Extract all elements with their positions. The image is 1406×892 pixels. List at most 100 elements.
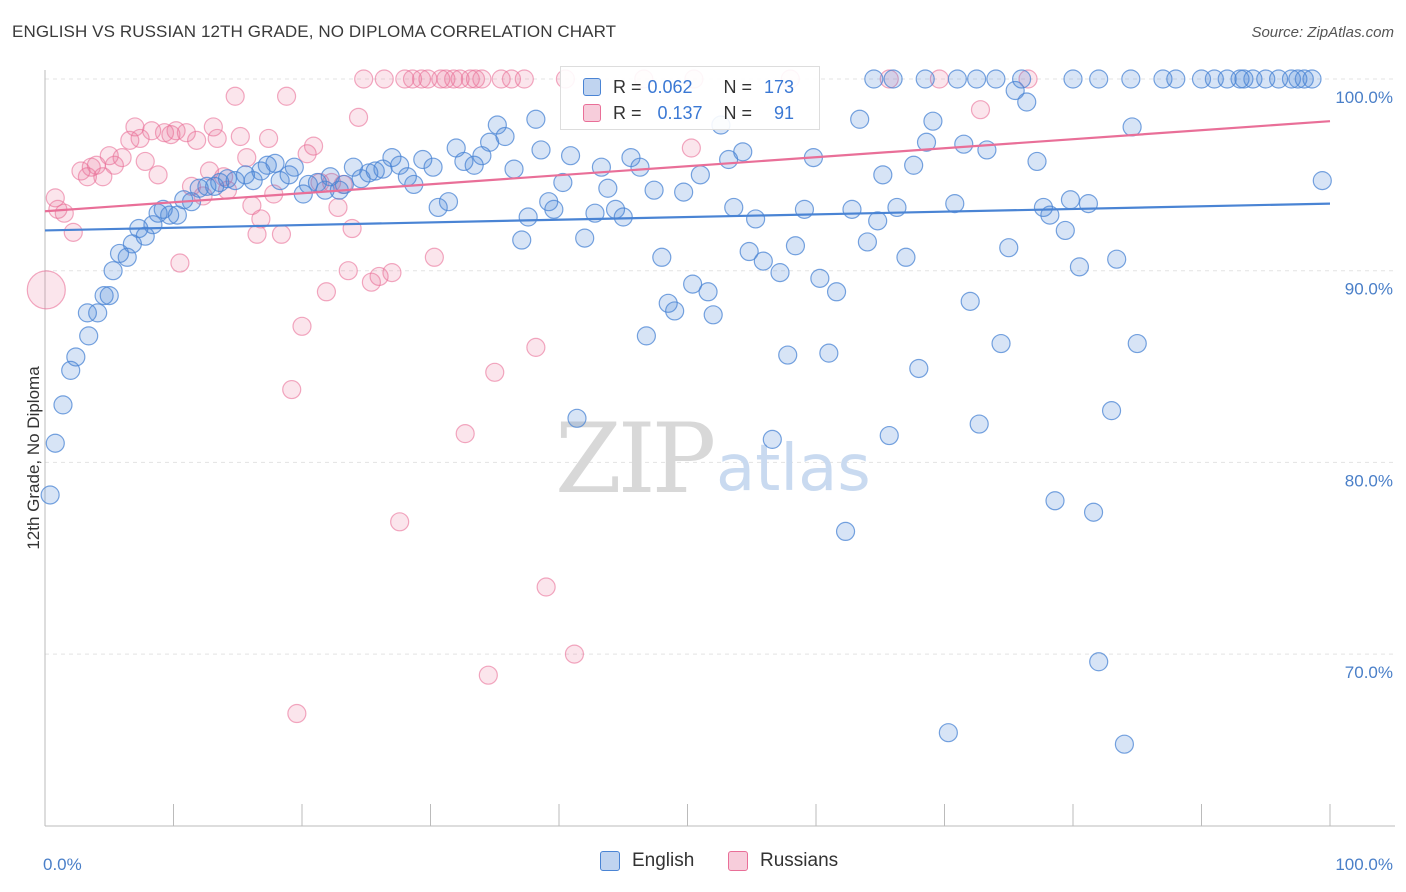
english-point	[390, 155, 410, 175]
legend-english[interactable]: English	[600, 850, 694, 872]
english-point	[850, 109, 870, 129]
english-point	[257, 155, 277, 175]
watermark-atlas: atlas	[716, 432, 871, 506]
russians-point	[271, 224, 292, 244]
english-point	[40, 485, 60, 505]
english-point	[1089, 652, 1109, 672]
english-point	[88, 303, 108, 323]
russians-point	[112, 147, 132, 168]
english-point	[413, 149, 433, 170]
english-swatch	[583, 78, 601, 96]
russians-point	[374, 69, 394, 89]
russians-trend-line	[44, 120, 1331, 213]
n-value: 91	[774, 102, 795, 123]
russians-point	[170, 253, 190, 273]
english-point	[189, 178, 209, 198]
n-value: 173	[764, 76, 795, 97]
russians-point	[1018, 69, 1038, 89]
english-trend-line	[44, 202, 1331, 232]
english-point	[174, 190, 194, 210]
russians-point	[970, 100, 991, 120]
english-point	[1107, 249, 1127, 269]
russians-point	[258, 128, 279, 149]
english-point	[504, 159, 524, 179]
russians-point	[148, 165, 168, 185]
russians-swatch	[728, 851, 748, 871]
r-label: R =	[613, 76, 642, 97]
r-value: 0.137	[657, 102, 703, 123]
english-point	[665, 301, 685, 321]
y-tick-label: 90.0%	[1345, 280, 1393, 299]
russians-point	[536, 577, 556, 597]
english-point	[365, 161, 385, 181]
russians-point	[395, 69, 415, 89]
english-point	[560, 146, 581, 166]
english-point	[879, 425, 899, 446]
english-point	[1302, 69, 1322, 89]
english-point	[77, 303, 98, 323]
english-point	[1063, 69, 1083, 89]
series-legend: English Russians	[0, 850, 1406, 878]
x-tick-label: 0.0%	[43, 855, 82, 874]
english-point	[703, 305, 723, 325]
legend-russians-label: Russians	[760, 850, 839, 871]
english-point	[739, 241, 759, 262]
series-english	[40, 69, 1332, 754]
english-point	[99, 286, 119, 306]
english-point	[585, 203, 605, 223]
russians-point	[348, 107, 369, 127]
english-point	[598, 178, 618, 198]
english-point	[778, 345, 798, 365]
russians-swatch	[583, 104, 601, 122]
english-point	[960, 291, 980, 311]
english-point	[1166, 69, 1186, 89]
legend-row-english: R = 0.062 N = 173	[583, 75, 794, 99]
english-point	[518, 207, 538, 227]
russians-point	[130, 128, 150, 149]
english-point	[428, 197, 448, 218]
english-point	[1060, 190, 1081, 210]
english-point	[753, 251, 773, 271]
russians-point	[411, 69, 432, 89]
stats-legend: R = 0.062 N = 173 R = 0.137 N = 91	[560, 66, 820, 130]
english-point	[842, 199, 862, 219]
english-point	[1078, 194, 1099, 214]
english-point	[954, 134, 974, 154]
russians-point	[369, 266, 389, 287]
english-point	[883, 69, 903, 89]
english-point	[746, 209, 766, 229]
english-point	[835, 521, 856, 542]
english-point	[969, 414, 989, 434]
legend-russians[interactable]: Russians	[728, 850, 838, 872]
english-point	[1101, 401, 1122, 421]
english-point	[1121, 69, 1141, 89]
russians-point	[251, 209, 271, 229]
english-point	[762, 429, 782, 449]
russians-point	[237, 147, 257, 168]
english-point	[733, 142, 753, 162]
r-value: 0.062	[647, 76, 693, 97]
english-point	[967, 69, 987, 89]
russians-point	[472, 69, 492, 89]
english-point	[652, 247, 672, 267]
russians-point	[203, 117, 223, 137]
chart-title: ENGLISH VS RUSSIAN 12TH GRADE, NO DIPLOM…	[12, 22, 617, 41]
russians-point	[354, 69, 374, 89]
russians-point	[342, 218, 362, 239]
english-point	[644, 180, 664, 200]
english-point	[826, 282, 847, 302]
russians-point	[455, 424, 475, 444]
english-point	[526, 109, 546, 129]
russians-point	[45, 188, 65, 208]
english-point	[1122, 117, 1142, 137]
english-point	[690, 165, 710, 185]
english-point	[544, 199, 564, 219]
russians-point	[390, 512, 410, 532]
english-point	[1127, 333, 1147, 354]
russians-point	[424, 247, 444, 267]
english-point	[454, 151, 474, 172]
russians-point	[207, 128, 227, 149]
trend-lines	[44, 120, 1331, 232]
english-point	[1312, 171, 1332, 191]
english-point	[160, 205, 180, 225]
